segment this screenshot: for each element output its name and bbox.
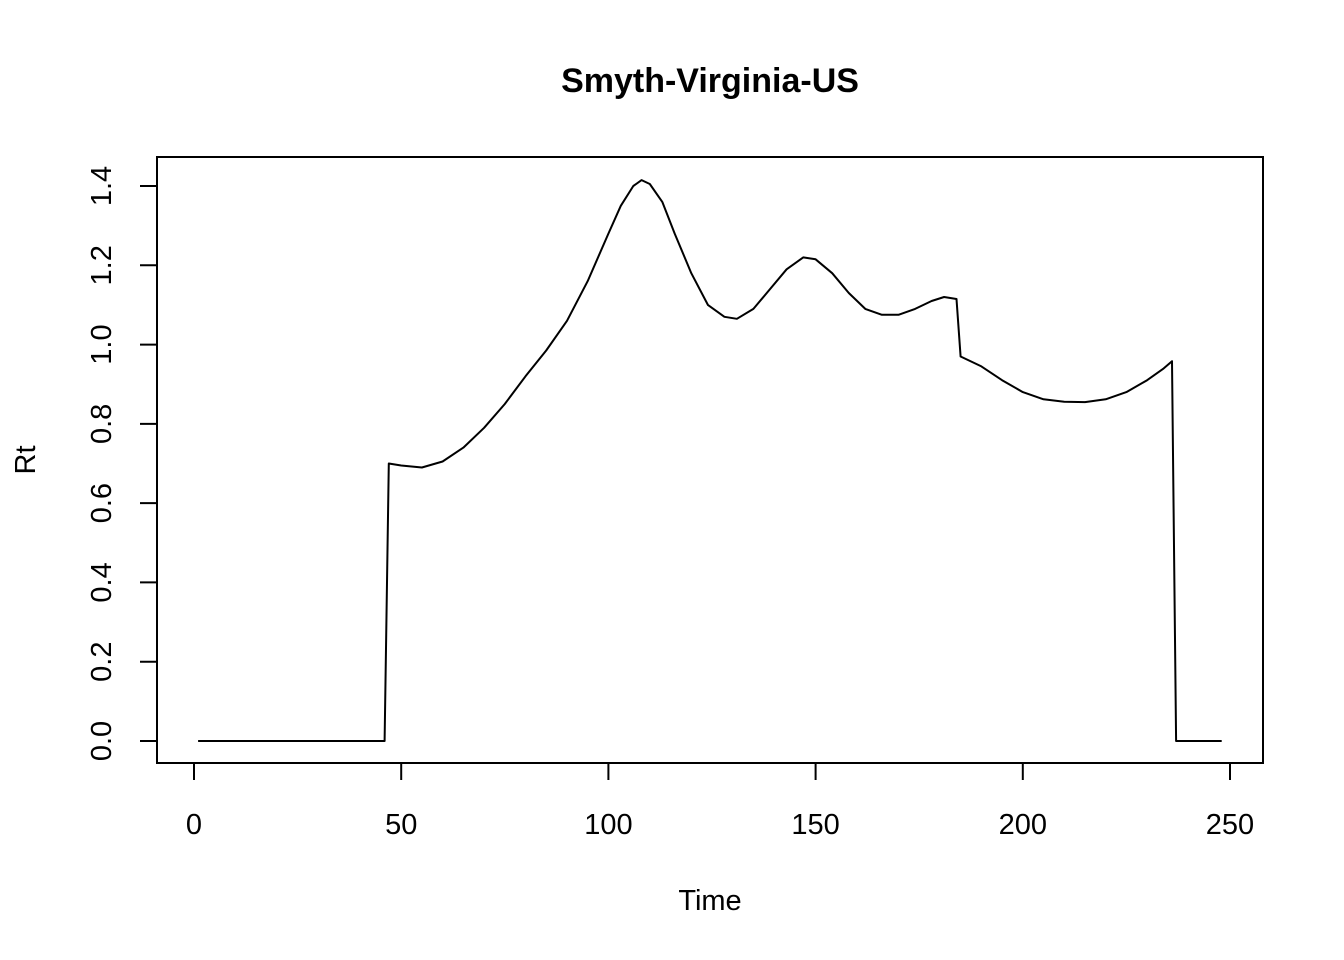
y-tick-label: 0.4 (86, 562, 118, 602)
x-axis: 0 50 100 150 200 250 (186, 762, 1254, 841)
y-tick-label: 0.0 (86, 721, 118, 761)
y-tick-label: 1.0 (86, 324, 118, 364)
y-tick-label: 0.6 (86, 483, 118, 523)
x-tick-label: 150 (791, 809, 839, 841)
plot-area (156, 156, 1264, 764)
x-tick-label: 0 (186, 809, 202, 841)
x-axis-title: Time (678, 885, 741, 917)
series-group (198, 179, 1222, 742)
y-axis-title: Rt (10, 446, 42, 475)
y-tick-label: 0.8 (86, 404, 118, 444)
y-tick-label: 0.2 (86, 642, 118, 682)
y-tick-label: 1.4 (86, 166, 118, 206)
x-tick-label: 250 (1206, 809, 1254, 841)
y-axis: 0.0 0.2 0.4 0.6 0.8 1.0 1.2 1.4 (86, 166, 158, 761)
series-line (198, 179, 1222, 742)
chart-title: Smyth-Virginia-US (561, 62, 859, 100)
x-tick-label: 200 (999, 809, 1047, 841)
x-tick-label: 100 (584, 809, 632, 841)
x-tick-label: 50 (385, 809, 417, 841)
y-tick-label: 1.2 (86, 245, 118, 285)
